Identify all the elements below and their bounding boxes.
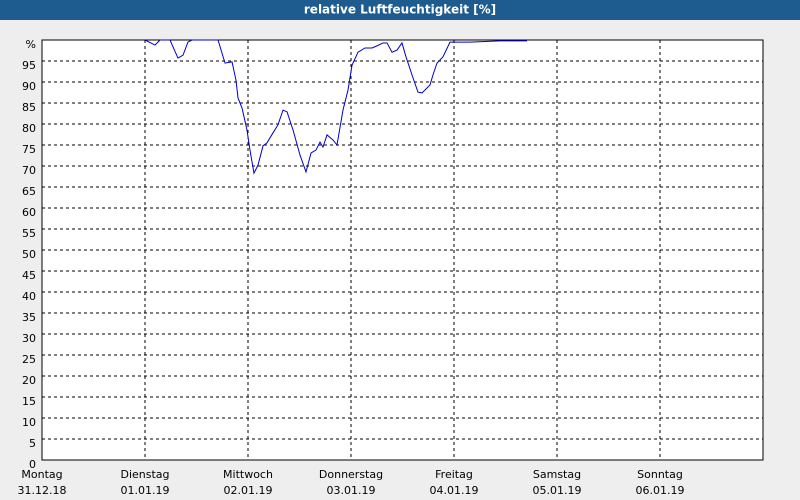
y-tick-label: 25 — [22, 353, 36, 366]
plot-border — [41, 39, 764, 461]
y-tick-label: 80 — [22, 122, 36, 135]
y-tick-label: % — [26, 38, 36, 51]
y-tick-label: 45 — [22, 269, 36, 282]
title-bar — [0, 0, 800, 20]
y-tick-label: 40 — [22, 290, 36, 303]
y-tick-label: 55 — [22, 227, 36, 240]
y-tick-label: 35 — [22, 311, 36, 324]
y-tick-label: 10 — [22, 416, 36, 429]
y-tick-label: 60 — [22, 206, 36, 219]
y-tick-label: 15 — [22, 395, 36, 408]
y-tick-label: 95 — [22, 59, 36, 72]
y-tick-label: 5 — [29, 437, 36, 450]
chart-title: relative Luftfeuchtigkeit [%] — [304, 3, 496, 17]
x-tick-label: Dienstag — [120, 468, 169, 481]
y-tick-label: 75 — [22, 143, 36, 156]
x-tick-label: Mittwoch — [223, 468, 273, 481]
x-tick-label: Donnerstag — [319, 468, 383, 481]
y-tick-label: 20 — [22, 374, 36, 387]
x-tick-label: Sonntag — [637, 468, 683, 481]
x-tick-label: Montag — [21, 468, 62, 481]
x-tick-sublabel: 04.01.19 — [430, 484, 479, 497]
line-series — [144, 39, 528, 175]
y-tick-label: 30 — [22, 332, 36, 345]
x-tick-label: Freitag — [435, 468, 473, 481]
x-tick-sublabel: 02.01.19 — [224, 484, 273, 497]
y-tick-label: 70 — [22, 164, 36, 177]
x-tick-sublabel: 05.01.19 — [533, 484, 582, 497]
x-tick-sublabel: 01.01.19 — [121, 484, 170, 497]
y-tick-label: 65 — [22, 185, 36, 198]
y-tick-label: 50 — [22, 248, 36, 261]
x-tick-sublabel: 03.01.19 — [327, 484, 376, 497]
x-tick-sublabel: 31.12.18 — [18, 484, 67, 497]
y-tick-label: 0 — [29, 458, 36, 471]
x-tick-sublabel: 06.01.19 — [636, 484, 685, 497]
y-tick-label: 85 — [22, 101, 36, 114]
y-tick-label: 90 — [22, 80, 36, 93]
x-tick-label: Samstag — [533, 468, 581, 481]
